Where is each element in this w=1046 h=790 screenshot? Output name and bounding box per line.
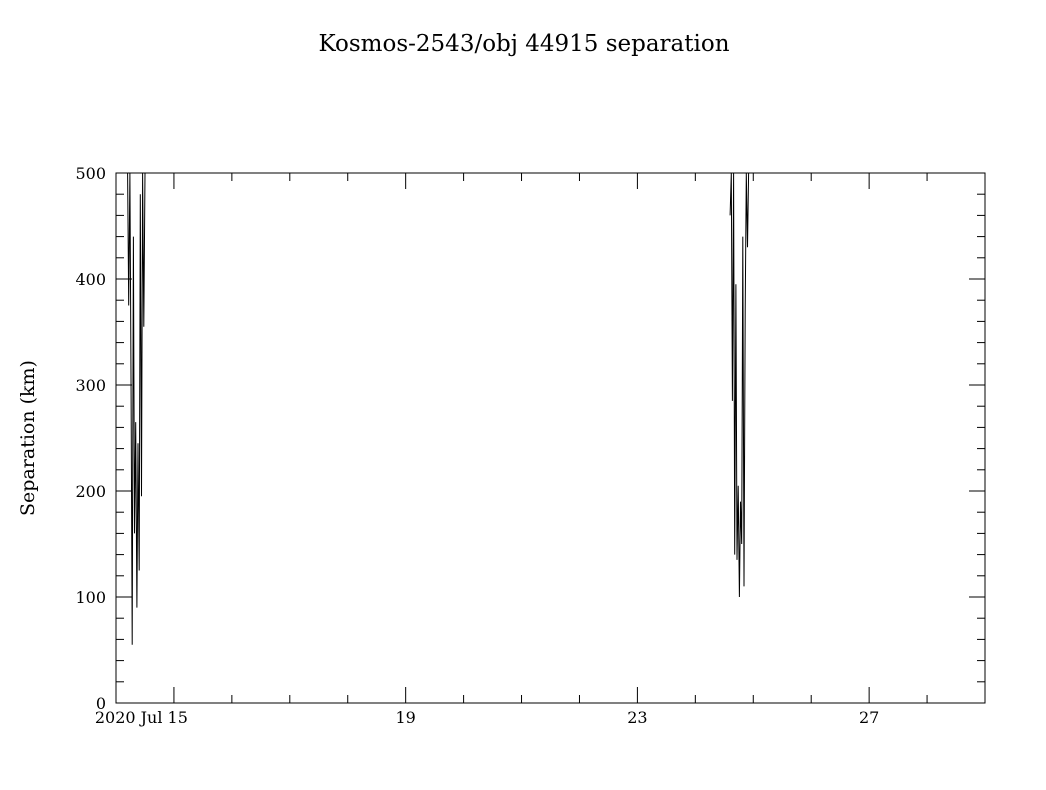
y-tick-label: 400 [75,270,106,289]
series-line-2 [729,172,750,598]
y-tick-label: 100 [75,588,106,607]
axis-ticks [115,172,986,704]
series-line-1 [127,172,146,645]
y-tick-label: 300 [75,376,106,395]
x-tick-label: 23 [627,708,647,727]
y-tick-label: 500 [75,164,106,183]
y-axis-label: Separation (km) [17,360,39,516]
x-tick-label: 19 [395,708,415,727]
x-tick-labels: 2020 Jul 15 19 23 27 [95,708,879,727]
y-tick-label: 200 [75,482,106,501]
data-traces [127,172,750,645]
plot-frame [115,172,986,704]
x-tick-label: 27 [859,708,879,727]
y-tick-labels: 0 100 200 300 400 500 [75,164,106,713]
x-tick-label: 2020 Jul 15 [95,708,188,727]
chart-title: Kosmos-2543/obj 44915 separation [318,31,729,57]
y-tick-label: 0 [96,694,106,713]
